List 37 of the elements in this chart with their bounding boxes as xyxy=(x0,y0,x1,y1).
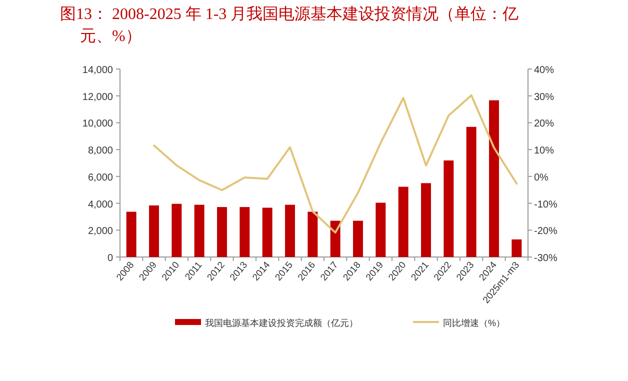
y-tick-label: 4,000 xyxy=(88,199,114,210)
y-tick-label: 2,000 xyxy=(88,226,114,238)
bar xyxy=(466,126,476,257)
legend-label: 我国电源基本建设投资完成额（亿元） xyxy=(205,318,358,328)
y2-tick-label: 20% xyxy=(534,118,554,130)
bar xyxy=(398,186,408,257)
bar xyxy=(285,204,295,257)
y-tick-label: 0 xyxy=(107,253,114,264)
bar xyxy=(217,207,227,257)
y2-tick-label: 10% xyxy=(534,146,554,157)
y-tick-label: 10,000 xyxy=(82,118,114,130)
bar xyxy=(512,239,522,257)
bar xyxy=(330,220,340,257)
bar xyxy=(308,212,318,257)
y2-tick-label: 30% xyxy=(534,92,554,103)
bar xyxy=(444,160,454,257)
bar xyxy=(489,100,499,257)
y2-tick-label: -30% xyxy=(534,253,558,264)
bar xyxy=(149,205,159,257)
bar xyxy=(172,204,182,257)
y-tick-label: 14,000 xyxy=(82,65,114,76)
y2-tick-label: -20% xyxy=(534,226,558,238)
bar xyxy=(194,204,204,257)
y2-tick-label: 40% xyxy=(534,65,554,76)
bar xyxy=(353,220,363,257)
chart-title: 图13： 2008-2025 年 1-3 月我国电源基本建设投资情况（单位：亿元、%） xyxy=(60,4,520,47)
bar xyxy=(126,212,136,257)
bar xyxy=(262,208,272,257)
bar xyxy=(376,202,386,257)
y-tick-label: 8,000 xyxy=(88,146,114,157)
bar xyxy=(421,183,431,257)
y2-tick-label: -10% xyxy=(534,199,558,210)
bar xyxy=(240,207,250,257)
y-tick-label: 6,000 xyxy=(88,172,114,184)
y-tick-label: 12,000 xyxy=(82,92,114,103)
legend-label: 同比增速（%） xyxy=(443,318,506,328)
y2-tick-label: 0% xyxy=(534,172,549,184)
